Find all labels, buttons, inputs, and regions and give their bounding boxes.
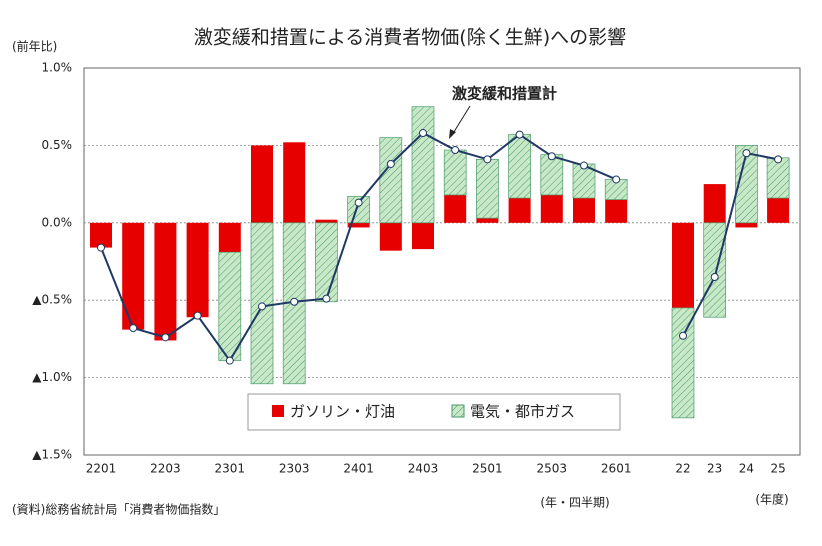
- point: [679, 331, 687, 340]
- point: [193, 311, 202, 320]
- bar: [283, 142, 306, 223]
- point: [419, 129, 427, 138]
- x-axis-label: (年度): [755, 492, 788, 507]
- line-annotation: 激変緩和措置計: [452, 85, 557, 103]
- y-tick-label: 0.5%: [42, 138, 73, 152]
- bar: [605, 199, 628, 223]
- bar: [218, 222, 241, 253]
- point: [322, 294, 331, 303]
- bar: [379, 222, 402, 251]
- bar: [186, 222, 209, 318]
- point: [97, 243, 105, 252]
- legend-swatch: [272, 405, 284, 417]
- x-tick-label: 25: [770, 462, 785, 476]
- bar: [672, 222, 694, 308]
- x-tick-label: 2601: [601, 462, 632, 476]
- point: [547, 152, 556, 161]
- bar: [508, 134, 531, 199]
- legend-label: ガソリン・灯油: [290, 403, 395, 421]
- x-tick-label: 23: [707, 462, 722, 476]
- bar: [122, 222, 145, 330]
- x-tick-label: 2203: [150, 462, 181, 476]
- x-tick-label: 2503: [537, 462, 568, 476]
- legend-label: 電気・都市ガス: [470, 403, 575, 421]
- annotation-arrow: [451, 105, 471, 136]
- point: [386, 159, 395, 168]
- point: [774, 155, 783, 164]
- bar: [315, 219, 338, 223]
- x-tick-label: 2401: [343, 462, 374, 476]
- x-tick-label: 2303: [279, 462, 310, 476]
- annotation-arrowhead: [449, 129, 456, 139]
- y-axis-label: (前年比): [12, 39, 57, 54]
- bar: [671, 307, 695, 419]
- bar: [347, 222, 370, 228]
- point: [451, 146, 460, 155]
- bar: [90, 222, 112, 248]
- point: [710, 272, 719, 281]
- chart-title: 激変緩和措置による消費者物価(除く生鮮)への影響: [194, 27, 626, 49]
- x-tick-label: 2403: [408, 462, 439, 476]
- legend-swatch: [451, 404, 465, 418]
- plot-frame: [83, 67, 801, 456]
- bar: [540, 154, 564, 196]
- bar: [703, 222, 727, 318]
- point: [225, 356, 234, 365]
- point: [161, 333, 170, 342]
- point: [612, 175, 621, 184]
- y-tick-label: ▲1.0%: [32, 370, 72, 384]
- x-tick-label: 24: [739, 462, 754, 476]
- x-tick-label: 22: [675, 462, 690, 476]
- bar: [315, 222, 338, 303]
- y-tick-label: ▲0.5%: [32, 293, 72, 307]
- line: [100, 131, 617, 363]
- x-tick-label: 2501: [472, 462, 503, 476]
- y-tick-label: 0.0%: [42, 215, 73, 229]
- bar: [412, 222, 434, 250]
- bar: [443, 149, 467, 196]
- y-tick-label: 1.0%: [42, 61, 73, 75]
- bar: [476, 158, 499, 219]
- bar: [540, 194, 563, 223]
- point: [580, 161, 588, 170]
- point: [129, 324, 138, 333]
- bar: [735, 145, 758, 224]
- point: [515, 130, 524, 139]
- bar: [476, 218, 499, 223]
- point: [258, 302, 266, 311]
- point: [483, 155, 492, 164]
- bar: [703, 184, 726, 223]
- legend: [247, 393, 621, 431]
- bar: [379, 137, 403, 224]
- x-tick-label: 2201: [86, 462, 117, 476]
- bar: [735, 222, 758, 228]
- bar: [251, 145, 273, 223]
- bar: [411, 106, 435, 224]
- x-tick-label: 2301: [215, 462, 246, 476]
- line: [682, 151, 779, 337]
- bar: [766, 157, 790, 199]
- x-axis-label: (年・四半期): [540, 496, 609, 510]
- bar: [154, 222, 177, 341]
- y-tick-label: ▲1.5%: [32, 448, 72, 462]
- point: [354, 198, 363, 207]
- bar: [444, 194, 467, 223]
- point: [742, 149, 751, 158]
- bar: [573, 198, 595, 223]
- point: [290, 297, 299, 306]
- bar: [767, 198, 790, 223]
- source: (資料)総務省統計局「消費者物価指数」: [12, 502, 225, 517]
- bar: [218, 251, 242, 361]
- bar: [508, 198, 531, 223]
